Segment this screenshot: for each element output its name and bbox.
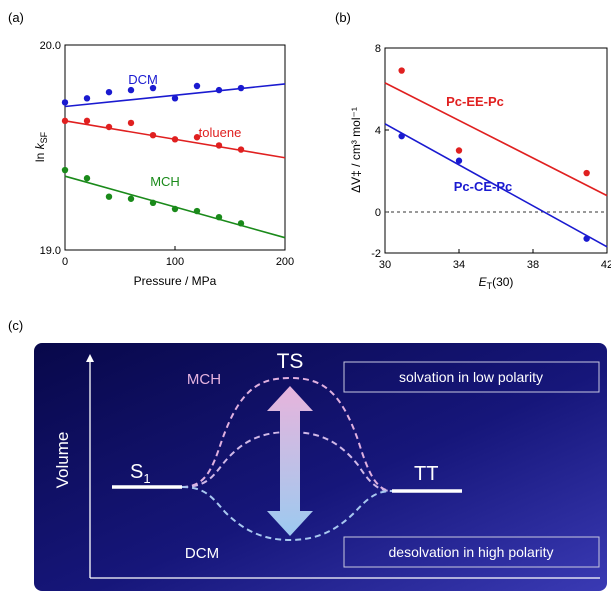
data-point-dcm	[149, 84, 157, 92]
data-point-dcm	[105, 88, 113, 96]
x-tick-label: 200	[276, 256, 294, 268]
panel-a-points	[61, 82, 245, 227]
solvation-text: solvation in low polarity	[399, 369, 543, 385]
data-point-toluene	[105, 123, 113, 131]
data-point-mch	[149, 199, 157, 207]
mch-label: MCH	[187, 371, 221, 388]
panel-a-label: (a)	[8, 10, 24, 25]
s1-label-sub: 1	[143, 471, 150, 486]
desolvation-text: desolvation in high polarity	[389, 544, 554, 560]
data-point-dcm	[237, 84, 245, 92]
panel-b-x-axis-label: ET(30)	[479, 275, 514, 291]
panel-b-fit-lines	[384, 82, 608, 248]
panel-b-frame	[384, 47, 608, 254]
panel-a-y-axis-label-main: ln	[33, 149, 47, 162]
desolvation-box	[343, 536, 600, 568]
panel-a-x-ticks: 0 100 200	[62, 246, 294, 268]
dcm-label: DCM	[185, 545, 219, 562]
tt-label: TT	[414, 463, 438, 485]
data-point-mch	[171, 205, 179, 213]
data-point-mch	[215, 214, 223, 221]
data-point-dcm	[215, 86, 223, 94]
panel-b-x-ticks: 30 34 38 42	[379, 249, 611, 271]
data-point-dcm	[193, 82, 201, 90]
panel-a: (a) 19.0 20.0 0 100 200 Pressure / MPa ln k…	[8, 10, 294, 288]
panel-b-points	[398, 67, 590, 242]
data-point-pc-ce-pc	[455, 157, 463, 164]
data-point-pc-ce-pc	[398, 132, 405, 140]
middle-curve	[181, 430, 393, 492]
data-point-toluene	[149, 132, 157, 139]
panel-c: (c) Volume S1 TT TS MCH DCM solvation in…	[8, 318, 607, 591]
panel-b-x-axis-label-main: E	[479, 275, 488, 289]
x-tick-label: 38	[527, 259, 539, 271]
fit-line-pc-ee-pc	[384, 82, 608, 197]
data-point-toluene	[237, 146, 245, 153]
s1-label: S1	[130, 461, 151, 486]
data-point-toluene	[61, 117, 69, 125]
series-label-pc-ce-pc: Pc-CE-Pc	[454, 179, 513, 194]
volume-axis-arrowhead	[86, 354, 94, 362]
data-point-mch	[83, 175, 91, 182]
x-tick-label: 100	[166, 256, 184, 268]
fit-line-pc-ce-pc	[384, 123, 608, 248]
solvation-box	[343, 361, 600, 393]
y-tick-label: 4	[375, 125, 381, 137]
data-point-pc-ee-pc	[398, 67, 405, 74]
y-tick-label: 0	[375, 207, 381, 219]
panel-c-background	[34, 343, 607, 591]
data-point-toluene	[215, 142, 223, 149]
x-tick-label: 30	[379, 259, 391, 271]
series-label-toluene: toluene	[199, 125, 242, 140]
data-point-toluene	[171, 136, 179, 143]
data-point-pc-ce-pc	[583, 235, 590, 242]
dcm-curve	[181, 486, 393, 542]
y-tick-label: 8	[375, 43, 381, 55]
panel-b-x-axis-label-tail: (30)	[492, 275, 513, 289]
panel-b-y-ticks: -2 0 4 8	[371, 43, 389, 260]
s1-label-main: S	[130, 461, 143, 483]
data-point-dcm	[61, 99, 69, 106]
data-point-mch	[193, 207, 201, 215]
panel-a-y-ticks: 19.0 20.0	[40, 40, 69, 257]
x-tick-label: 0	[62, 256, 68, 268]
y-tick-label: 19.0	[40, 245, 61, 257]
y-tick-label: -2	[371, 248, 381, 260]
data-point-dcm	[83, 95, 91, 102]
panel-b-x-axis-label-sub: T	[487, 281, 493, 291]
ts-label: TS	[277, 350, 304, 373]
y-tick-label: 20.0	[40, 40, 61, 52]
panel-c-label: (c)	[8, 318, 23, 333]
data-point-mch	[61, 166, 69, 174]
series-label-mch: MCH	[150, 174, 180, 189]
panel-a-y-axis-label-k: k	[33, 142, 47, 149]
panel-a-frame	[64, 44, 286, 251]
data-point-dcm	[127, 86, 135, 94]
panel-a-y-axis-label-sub: SF	[39, 131, 49, 143]
data-point-toluene	[193, 134, 201, 141]
data-point-toluene	[83, 117, 91, 125]
panel-b-y-axis-label: ΔV‡ / cm³ mol⁻¹	[349, 107, 363, 193]
volume-axis-label: Volume	[53, 432, 72, 489]
data-point-pc-ee-pc	[583, 169, 590, 177]
panel-b-label: (b)	[335, 10, 351, 25]
x-tick-label: 34	[453, 259, 465, 271]
data-point-mch	[127, 195, 135, 202]
data-point-pc-ee-pc	[455, 147, 463, 154]
data-point-dcm	[171, 95, 179, 102]
panel-a-x-axis-label: Pressure / MPa	[134, 274, 217, 288]
volume-change-arrow	[267, 386, 313, 536]
panel-b: (b) -2 0 4 8 30 34 38 42 ET(30) ΔV‡ / cm³ mol⁻…	[335, 10, 611, 291]
panel-a-y-axis-label: ln kSF	[33, 131, 49, 162]
series-label-pc-ee-pc: Pc-EE-Pc	[446, 94, 504, 109]
data-point-mch	[237, 220, 245, 227]
series-label-dcm: DCM	[128, 72, 158, 87]
data-point-mch	[105, 193, 113, 200]
panel-a-fit-lines	[64, 83, 286, 239]
x-tick-label: 42	[601, 259, 611, 271]
data-point-toluene	[127, 119, 135, 127]
